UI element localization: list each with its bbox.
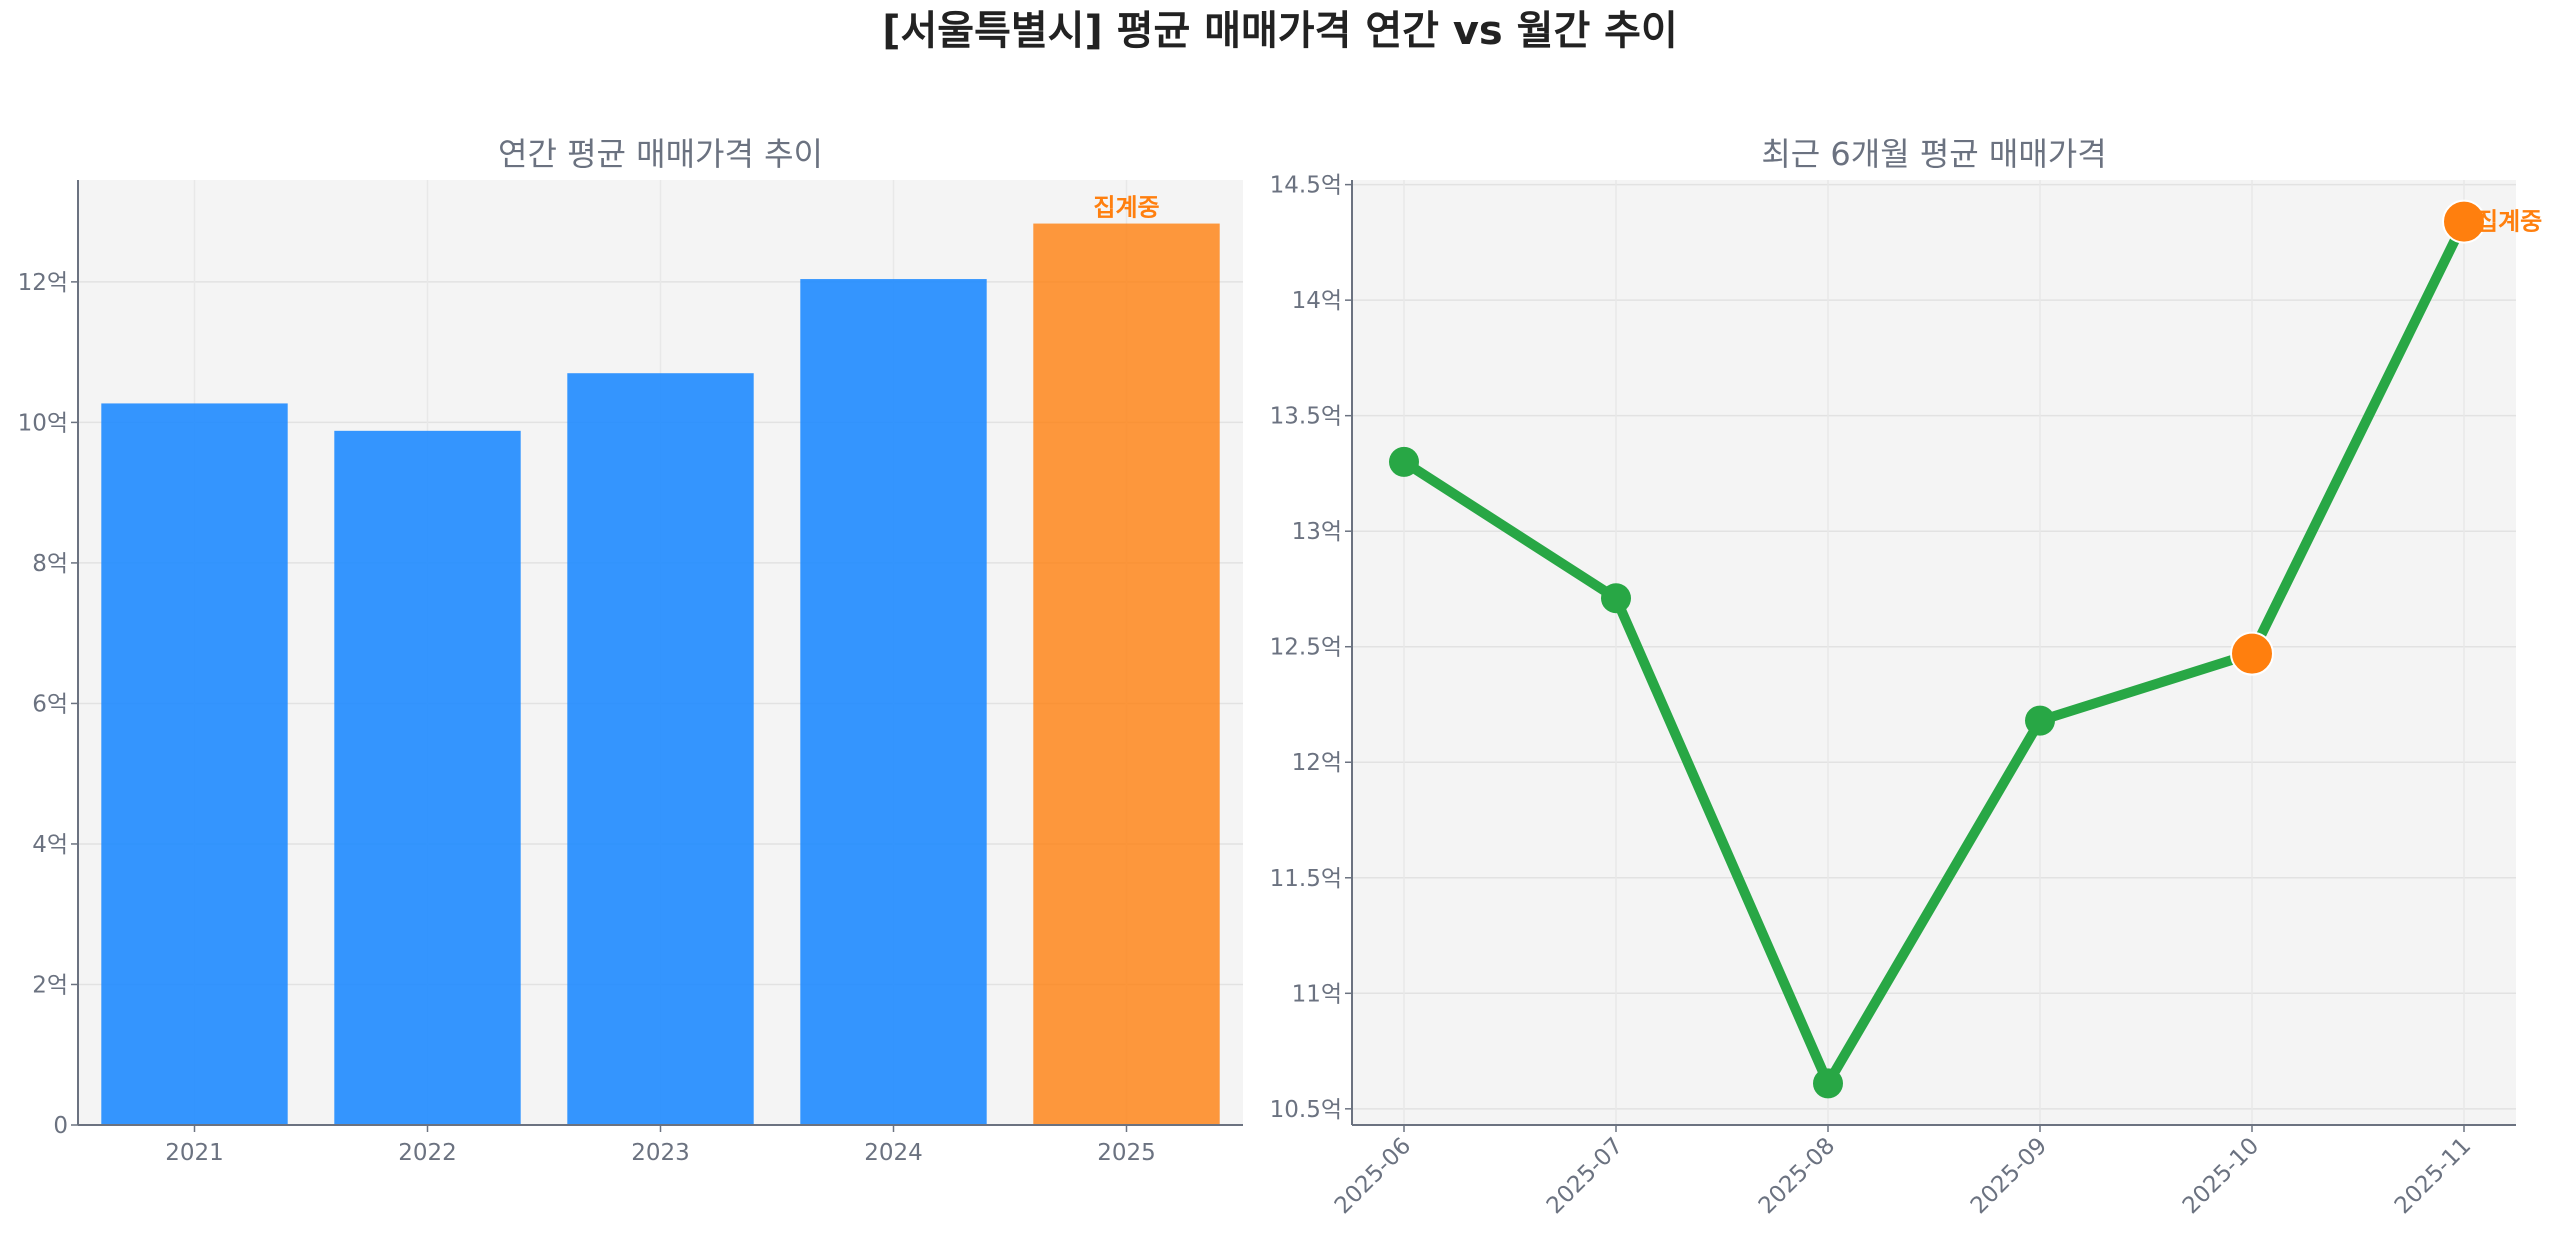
annual-bar-chart: 연간 평균 매매가격 추이 0 2억 4억 6억 8억 10억 12억 2021 2022 2023…	[18, 135, 1243, 1166]
x-tick-label: 2023	[631, 1140, 690, 1166]
plot-background	[1352, 180, 2516, 1125]
x-tick-label: 2025-08	[1754, 1133, 1840, 1219]
y-tick-label: 4억	[32, 832, 68, 858]
y-tick-label: 12억	[18, 270, 68, 296]
x-tick-label: 2025	[1097, 1140, 1156, 1166]
annotation-label: 집계중	[1093, 194, 1159, 222]
data-point-2025-08	[1813, 1068, 1843, 1099]
x-tick-label: 2025-09	[1966, 1133, 2052, 1219]
chart-title: 연간 평균 매매가격 추이	[498, 135, 823, 173]
data-point-2025-09	[2025, 705, 2055, 736]
chart-title: 최근 6개월 평균 매매가격	[1761, 135, 2106, 173]
figure-title: [서울특별시] 평균 매매가격 연간 vs 월간 추이	[882, 8, 1678, 54]
x-tick-label: 2021	[165, 1140, 224, 1166]
monthly-line-chart: 최근 6개월 평균 매매가격 10.5억 11억 11.5억 12억 12.5억 13억 13…	[1270, 135, 2543, 1219]
bar-2021	[101, 403, 288, 1126]
y-tick-label: 12.5억	[1270, 635, 1342, 661]
bar-2022	[334, 430, 521, 1126]
data-point-2025-07	[1601, 583, 1631, 614]
data-point-2025-11	[2442, 199, 2486, 244]
y-tick-label: 14.5억	[1270, 173, 1342, 199]
y-tick-label: 0	[53, 1113, 68, 1139]
annotation-label: 집계중	[2476, 208, 2542, 236]
x-tick-label: 2025-06	[1330, 1133, 1416, 1219]
y-tick-label: 14억	[1292, 288, 1342, 314]
x-tick-label: 2022	[398, 1140, 457, 1166]
y-tick-label: 10억	[18, 410, 68, 436]
x-tick-label: 2025-11	[2390, 1133, 2476, 1219]
bar-2025	[1033, 223, 1220, 1125]
data-point-2025-06	[1389, 446, 1419, 477]
y-tick-label: 10.5억	[1270, 1097, 1342, 1123]
y-tick-label: 6억	[32, 691, 68, 717]
x-tick-label: 2025-07	[1542, 1133, 1628, 1219]
y-tick-label: 13.5억	[1270, 404, 1342, 430]
bar-2024	[800, 279, 987, 1126]
y-tick-label: 8억	[32, 551, 68, 577]
y-tick-label: 11.5억	[1270, 866, 1342, 892]
x-tick-label: 2025-10	[2178, 1133, 2264, 1219]
data-point-2025-10	[2230, 631, 2274, 676]
y-tick-label: 2억	[32, 972, 68, 998]
bar-2023	[567, 373, 754, 1126]
y-tick-label: 12억	[1292, 750, 1342, 776]
y-tick-label: 13억	[1292, 519, 1342, 545]
y-tick-label: 11억	[1292, 981, 1342, 1007]
x-tick-label: 2024	[864, 1140, 923, 1166]
series-line	[1401, 219, 2469, 1089]
